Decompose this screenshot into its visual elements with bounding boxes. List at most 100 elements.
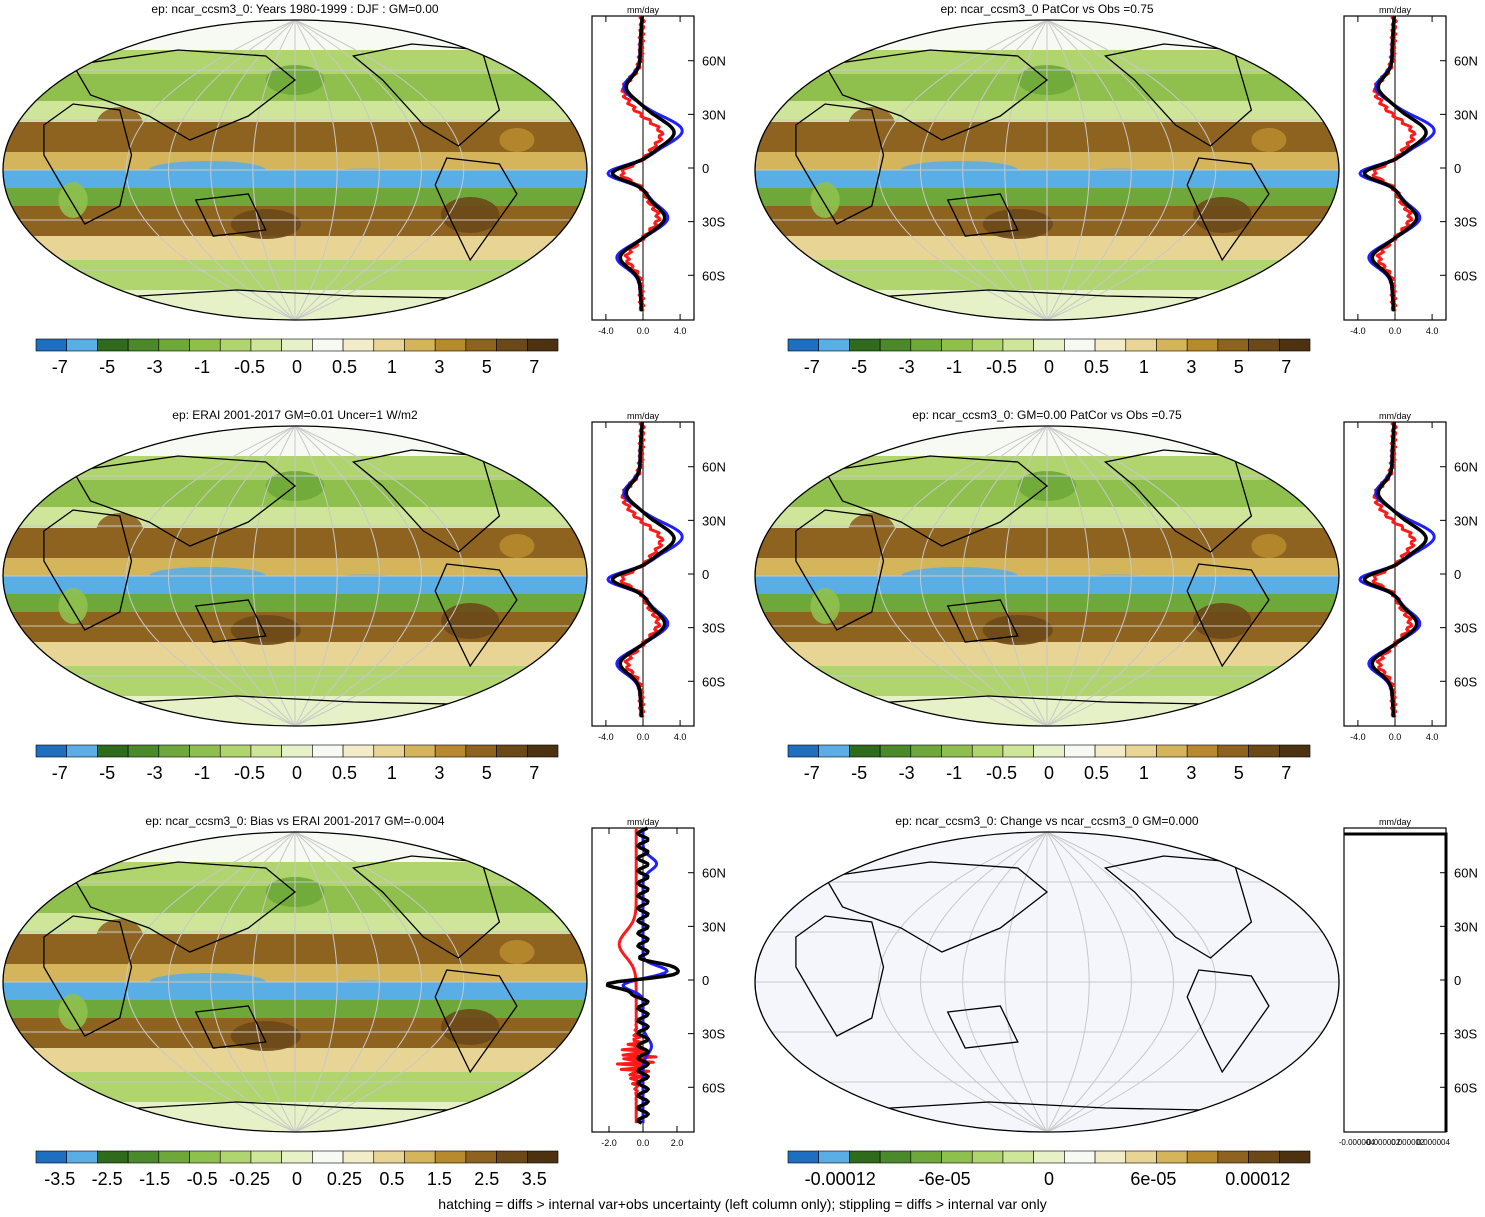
colorbar-tick-label: 2.5: [474, 1169, 499, 1189]
colorbar-tick-label: -0.5: [234, 763, 265, 783]
colorbar-tick-label: 1: [1139, 357, 1149, 377]
colorbar-tick-label: 0: [292, 357, 302, 377]
panel-p5: ep: ncar_ccsm3_0: Bias vs ERAI 2001-2017…: [0, 812, 742, 1217]
colorbar-tick-label: 0: [1044, 357, 1054, 377]
map-graticule: [755, 19, 1339, 321]
colorbar-tick-label: 3: [1186, 763, 1196, 783]
colorbar-tick-label: 0.5: [1084, 763, 1109, 783]
zonal-lat-tick-label: 60N: [1454, 866, 1478, 881]
colorbar-tick-label: 0.5: [379, 1169, 404, 1189]
colorbar: -7 -5 -3 -1 -0.5 0 0.5 1 3 5 7: [787, 338, 1311, 377]
colorbar-swatch: [879, 1150, 912, 1164]
colorbar-tick-label: -0.25: [229, 1169, 270, 1189]
colorbar-swatch: [496, 744, 528, 758]
zonal-lat-tick-label: 30N: [702, 919, 726, 934]
colorbar-swatch: [910, 338, 942, 352]
zonal-lat-tick-label: 60N: [1454, 54, 1478, 69]
map-graticule: [755, 831, 1339, 1133]
colorbar-swatch: [1156, 1150, 1188, 1164]
zonal-lat-tick-label: 30S: [1454, 215, 1477, 230]
colorbar-tick-label: 7: [529, 763, 539, 783]
zonal-model-line: [610, 421, 676, 718]
zonal-lat-tick-label: 60N: [702, 54, 726, 69]
map-coastlines: [795, 449, 1270, 706]
zonal-unit-label: mm/day: [1379, 411, 1412, 421]
colorbar-tick-label: -6e-05: [919, 1169, 971, 1189]
colorbar-tick-label: 3: [1186, 357, 1196, 377]
colorbar-tick-label: 5: [1234, 763, 1244, 783]
colorbar-swatch: [97, 338, 129, 352]
colorbar-tick-label: -3: [147, 357, 163, 377]
panel-graphic: -0.00012 -6e-05 0 6e-05 0.00012 mm/day 60N 30N 0…: [754, 817, 1478, 1189]
colorbar-swatch: [66, 744, 98, 758]
colorbar-swatch: [465, 338, 497, 352]
zonal-lat-tick-label: 30N: [702, 107, 726, 122]
colorbar-swatch: [66, 338, 98, 352]
colorbar-tick-label: 0.5: [332, 357, 357, 377]
colorbar-tick-label: 7: [1281, 763, 1291, 783]
zonal-lat-tick-label: 30N: [1454, 919, 1478, 934]
zonal-value-tick-label: 4.0: [1426, 732, 1439, 742]
colorbar-swatch: [1064, 1150, 1096, 1164]
zonal-unit-label: mm/day: [627, 411, 660, 421]
zonal-value-tick-label: 0.0: [637, 326, 650, 336]
colorbar-tick-label: 0: [292, 763, 302, 783]
colorbar-swatch: [849, 744, 881, 758]
colorbar-swatch: [1186, 1150, 1219, 1164]
zonal-value-tick-label: -2.0: [601, 1138, 617, 1148]
colorbar-swatch: [219, 338, 252, 352]
zonal-lat-tick-label: 60N: [1454, 460, 1478, 475]
colorbar-swatch: [1217, 1150, 1249, 1164]
zonal-lat-tick-label: 60S: [702, 1080, 725, 1095]
zonal-lat-tick-label: 0: [1454, 567, 1461, 582]
zonal-model-line: [610, 15, 676, 312]
colorbar-tick-label: -0.5: [234, 357, 265, 377]
zonal-lat-tick-label: 0: [1454, 973, 1461, 988]
colorbar-tick-label: 6e-05: [1130, 1169, 1176, 1189]
colorbar-swatch: [250, 1150, 282, 1164]
colorbar-tick-label: -3: [899, 763, 915, 783]
zonal-value-tick-label: 0.000002: [1391, 1138, 1425, 1147]
zonal-mean-plot: mm/day 60N 30N 0 30S 60S -4.0 0.0 4.0: [591, 411, 726, 742]
colorbar-swatch: [849, 1150, 881, 1164]
map-border: [754, 831, 1340, 1133]
zonal-lat-tick-label: 0: [702, 567, 709, 582]
colorbar-swatch: [1248, 338, 1280, 352]
colorbar-swatch: [342, 338, 375, 352]
colorbar-swatch: [373, 1150, 405, 1164]
colorbar-swatch: [526, 744, 559, 758]
colorbar-tick-label: 1: [387, 763, 397, 783]
zonal-value-tick-label: 4.0: [1426, 326, 1439, 336]
zonal-lat-tick-label: 30S: [702, 1027, 725, 1042]
zonal-value-tick-label: -4.0: [598, 326, 614, 336]
colorbar-swatch: [1278, 1150, 1311, 1164]
colorbar-swatch: [1064, 338, 1096, 352]
panel-p3: ep: ERAI 2001-2017 GM=0.01 Uncer=1 W/m2 -…: [0, 406, 742, 811]
colorbar-swatch: [496, 1150, 528, 1164]
zonal-lat-tick-label: 60S: [1454, 268, 1477, 283]
colorbar-tick-label: 3: [434, 357, 444, 377]
colorbar-tick-label: 0.00012: [1225, 1169, 1290, 1189]
zonal-lat-tick-label: 30N: [702, 513, 726, 528]
colorbar-swatch: [526, 338, 559, 352]
colorbar-tick-label: 1: [387, 357, 397, 377]
panel-title: ep: ERAI 2001-2017 GM=0.01 Uncer=1 W/m2: [172, 408, 418, 422]
colorbar-swatch: [312, 338, 344, 352]
zonal-lat-tick-label: 0: [702, 161, 709, 176]
panel-graphic: -7 -5 -3 -1 -0.5 0 0.5 1 3 5 7 mm/day 60N 30N 0 30S 60S -…: [754, 5, 1478, 377]
map-graticule: [3, 19, 587, 321]
colorbar-swatch: [1156, 744, 1188, 758]
colorbar-swatch: [941, 1150, 973, 1164]
colorbar-swatch: [1278, 338, 1311, 352]
colorbar-tick-label: -1: [946, 763, 962, 783]
colorbar: -7 -5 -3 -1 -0.5 0 0.5 1 3 5 7: [35, 744, 559, 783]
colorbar-swatch: [189, 744, 221, 758]
colorbar-swatch: [158, 744, 190, 758]
zonal-mean-plot: mm/day 60N 30N 0 30S 60S -4.0 0.0 4.0: [591, 5, 726, 336]
colorbar-swatch: [1217, 744, 1249, 758]
map-border: [754, 425, 1340, 727]
zonal-model-line: [1362, 15, 1428, 312]
colorbar-swatch: [189, 338, 221, 352]
zonal-lat-tick-label: 60S: [1454, 674, 1477, 689]
colorbar-swatch: [971, 1150, 1004, 1164]
